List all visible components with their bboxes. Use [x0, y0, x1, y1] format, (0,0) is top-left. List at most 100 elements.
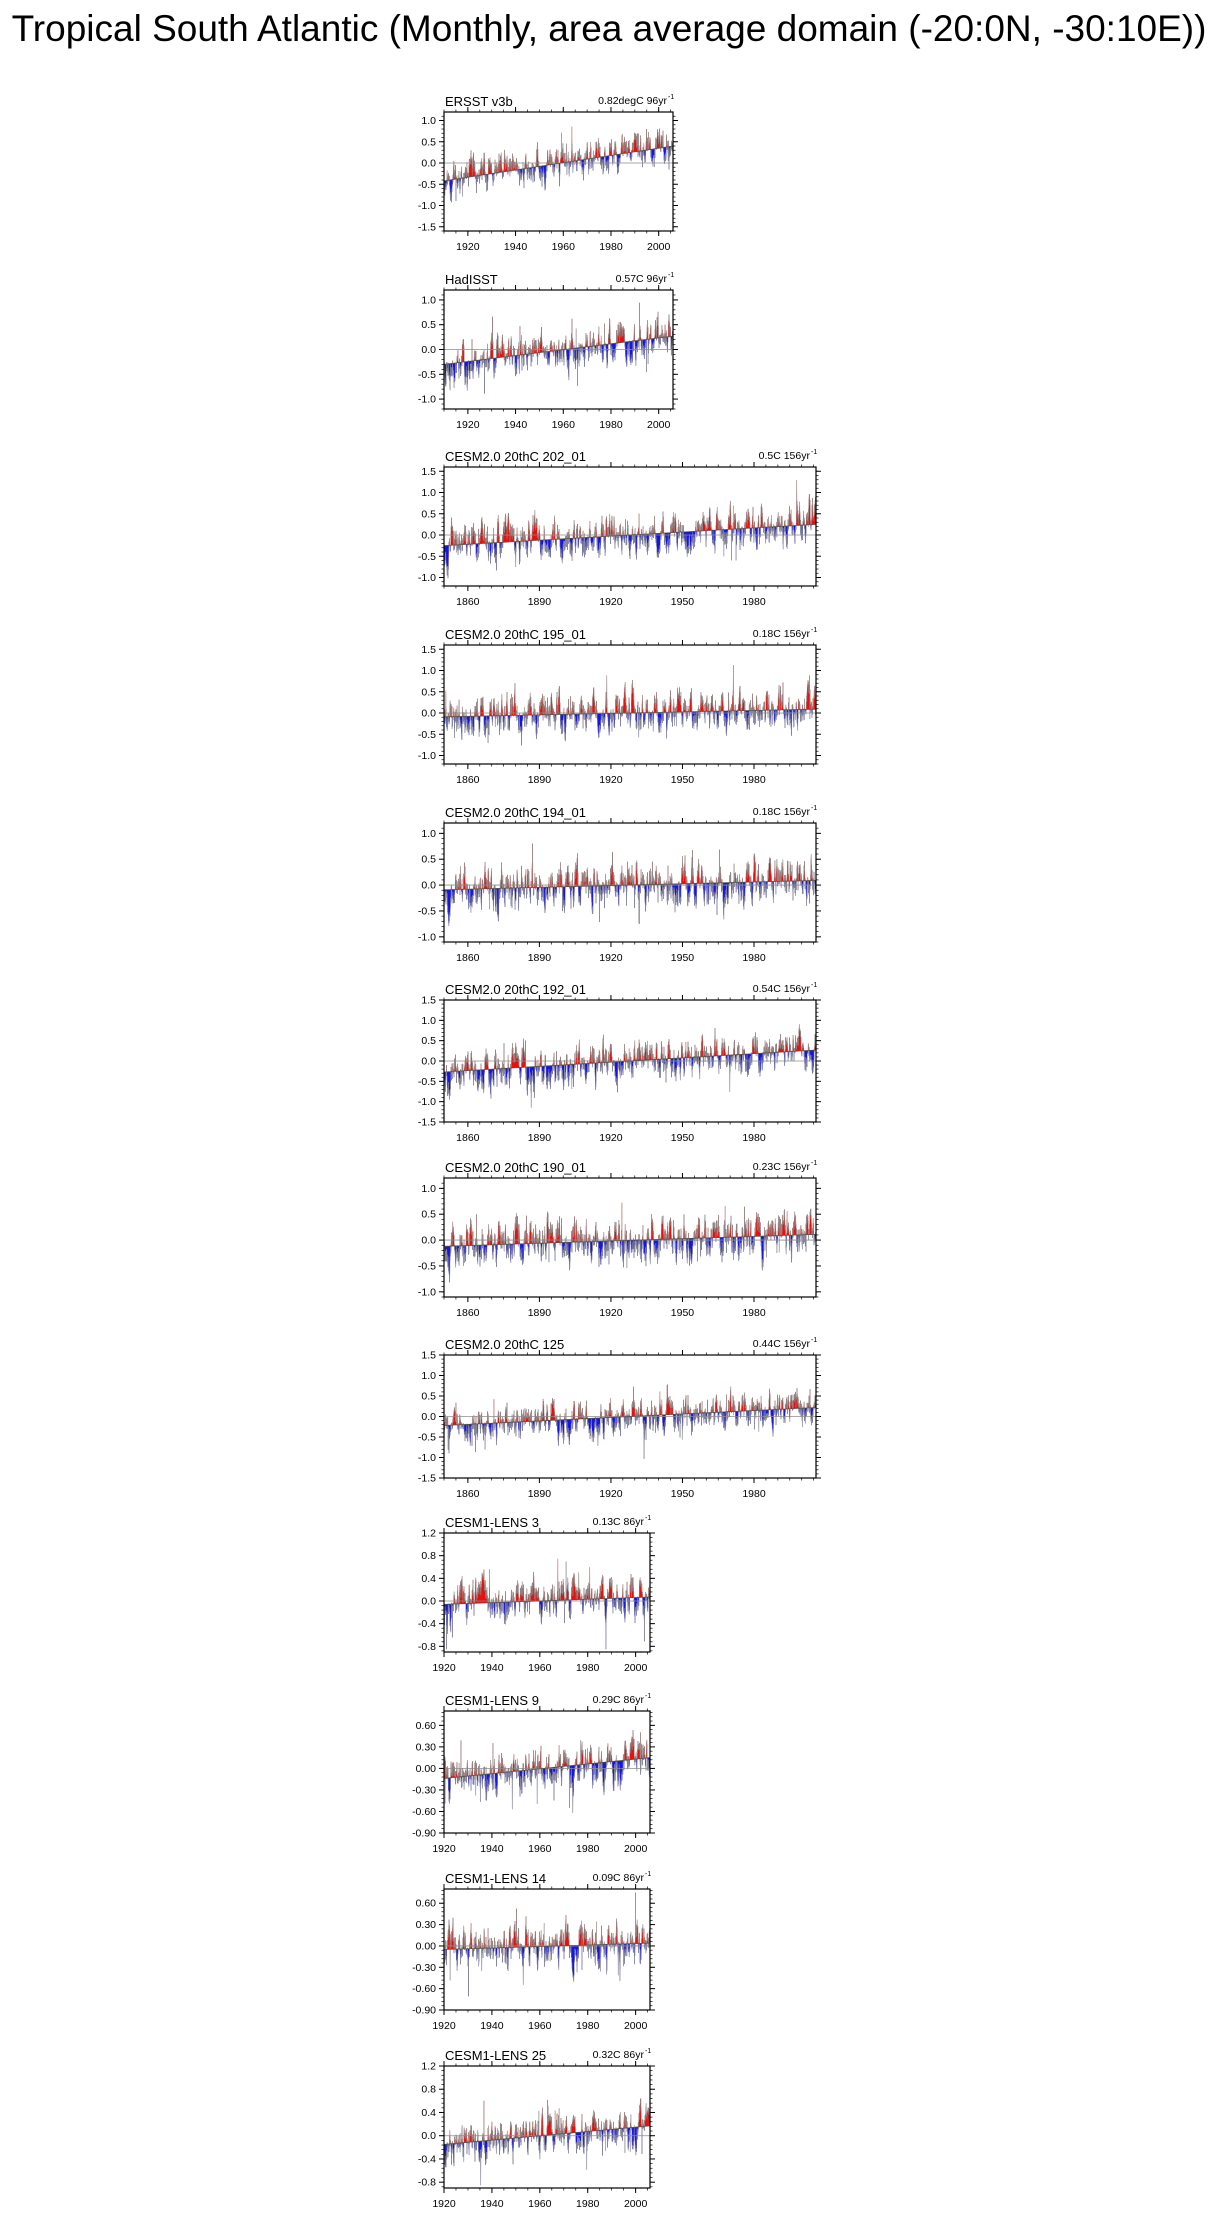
trend-label-superscript: -1 — [811, 627, 817, 634]
x-tick-label: 1950 — [671, 1132, 695, 1144]
x-tick-label: 1980 — [576, 2020, 600, 2032]
x-tick-label: 2000 — [624, 1843, 648, 1855]
y-tick-label: 1.0 — [421, 294, 436, 306]
y-tick-label: -1.5 — [418, 221, 436, 233]
x-tick-label: 1920 — [599, 596, 623, 608]
x-tick-label: 1920 — [599, 1132, 623, 1144]
trend-label: 0.23C 156yr — [753, 1161, 811, 1173]
y-tick-label: -0.30 — [412, 1784, 436, 1796]
x-tick-label: 1920 — [456, 241, 480, 253]
trend-line — [443, 1233, 817, 1247]
trend-label-superscript: -1 — [645, 2048, 651, 2055]
trend-line — [443, 1942, 651, 1950]
panel-title: CESM1-LENS 3 — [445, 1515, 539, 1530]
y-tick-label: 1.0 — [421, 1370, 436, 1382]
x-tick-label: 1920 — [456, 419, 480, 431]
x-tick-label: 1920 — [599, 774, 623, 786]
x-tick-label: 1980 — [742, 1132, 766, 1144]
chart-panel: 1.0 0.5 0.0 -0.5 -1.0 -1.5 1920 1940 1960 1980 200… — [418, 94, 678, 253]
anomaly-series-line — [443, 665, 817, 746]
x-tick-label: 1920 — [432, 1662, 456, 1674]
panel-title: HadISST — [445, 272, 498, 287]
x-tick-label: 1980 — [742, 774, 766, 786]
x-tick-label: 1960 — [552, 241, 576, 253]
plot-frame — [443, 2065, 651, 2189]
x-tick-label: 1860 — [456, 1488, 480, 1500]
trend-label: 0.18C 156yr — [753, 628, 811, 640]
y-tick-label: -0.90 — [412, 1828, 436, 1840]
y-tick-label: -1.0 — [418, 1096, 436, 1108]
trend-line — [443, 1596, 651, 1605]
y-tick-label: 0.0 — [421, 1056, 436, 1068]
chart-panel: 0.60 0.30 0.00 -0.30 -0.60 -0.90 1920 1940 1960 1… — [412, 1693, 655, 1855]
trend-line — [443, 145, 674, 182]
y-tick-label: 0.0 — [421, 158, 436, 170]
x-tick-label: 1940 — [480, 1662, 504, 1674]
y-tick-label: 0.5 — [421, 1391, 436, 1403]
y-tick-label: -0.30 — [412, 1962, 436, 1974]
plot-frame — [443, 822, 817, 943]
y-tick-label: -1.0 — [418, 931, 436, 943]
trend-label-superscript: -1 — [811, 1337, 817, 1344]
y-tick-label: -1.0 — [418, 572, 436, 584]
y-tick-label: 0.0 — [421, 2130, 436, 2142]
trend-label-superscript: -1 — [645, 1515, 651, 1522]
x-tick-label: 1920 — [432, 1843, 456, 1855]
x-tick-label: 2000 — [647, 241, 671, 253]
x-tick-label: 1860 — [456, 596, 480, 608]
trend-label: 0.44C 156yr — [753, 1338, 811, 1350]
trend-line — [443, 335, 674, 365]
x-tick-label: 1980 — [742, 1488, 766, 1500]
y-tick-label: 1.0 — [421, 115, 436, 127]
negative-anomaly-bars — [443, 1943, 651, 1997]
x-tick-label: 1890 — [528, 1132, 552, 1144]
x-tick-label: 1920 — [432, 2198, 456, 2210]
y-tick-label: 0.5 — [421, 1209, 436, 1221]
y-tick-label: -0.5 — [418, 1076, 436, 1088]
y-tick-label: -1.0 — [418, 750, 436, 762]
x-tick-label: 1950 — [671, 1488, 695, 1500]
x-tick-label: 1980 — [742, 952, 766, 964]
panel-title: CESM1-LENS 25 — [445, 2048, 546, 2063]
y-tick-label: 0.00 — [416, 1940, 437, 1952]
y-tick-label: -0.4 — [418, 2153, 436, 2165]
x-tick-label: 1980 — [599, 241, 623, 253]
y-tick-label: 0.0 — [421, 1596, 436, 1608]
y-tick-label: 0.5 — [421, 686, 436, 698]
y-tick-label: 0.30 — [416, 1741, 437, 1753]
x-tick-label: 1960 — [528, 1843, 552, 1855]
y-tick-label: -0.60 — [412, 1806, 436, 1818]
anomaly-series-line — [443, 1730, 651, 1813]
x-tick-label: 1890 — [528, 1307, 552, 1319]
y-tick-label: -1.0 — [418, 1286, 436, 1298]
anomaly-series-line — [443, 302, 674, 394]
panel-title: CESM2.0 20thC 190_01 — [445, 1160, 586, 1175]
y-tick-label: 1.0 — [421, 487, 436, 499]
y-tick-label: 0.30 — [416, 1919, 437, 1931]
chart-panel: 1.0 0.5 0.0 -0.5 -1.0 1860 1890 1920 1950 1980 CES… — [418, 1160, 821, 1319]
panel-title: CESM2.0 20thC 192_01 — [445, 982, 586, 997]
y-tick-label: 0.0 — [421, 708, 436, 720]
chart-panel: 1.5 1.0 0.5 0.0 -0.5 -1.0 -1.5 1860 1890 1920 1950… — [418, 1337, 821, 1500]
anomaly-series-line — [443, 479, 817, 579]
panel-title: CESM2.0 20thC 125 — [445, 1337, 564, 1352]
chart-panel: 1.5 1.0 0.5 0.0 -0.5 -1.0 1860 1890 1920 1950 1980… — [418, 627, 821, 786]
x-tick-label: 1950 — [671, 1307, 695, 1319]
y-tick-label: -0.5 — [418, 1260, 436, 1272]
trend-label: 0.54C 156yr — [753, 983, 811, 995]
y-tick-label: 0.60 — [416, 1898, 437, 1910]
y-tick-label: -0.5 — [418, 179, 436, 191]
x-tick-label: 1960 — [552, 419, 576, 431]
y-tick-label: 0.0 — [421, 344, 436, 356]
trend-label: 0.5C 156yr — [759, 450, 811, 462]
plot-frame — [443, 466, 817, 587]
trend-label: 0.57C 96yr — [616, 273, 668, 285]
x-tick-label: 1980 — [576, 2198, 600, 2210]
x-tick-label: 1980 — [742, 596, 766, 608]
panel-title: CESM1-LENS 14 — [445, 1871, 546, 1886]
y-tick-label: 1.5 — [421, 1350, 436, 1362]
positive-anomaly-bars — [448, 1558, 651, 1605]
x-tick-label: 1940 — [504, 419, 528, 431]
trend-label: 0.29C 86yr — [593, 1694, 645, 1706]
